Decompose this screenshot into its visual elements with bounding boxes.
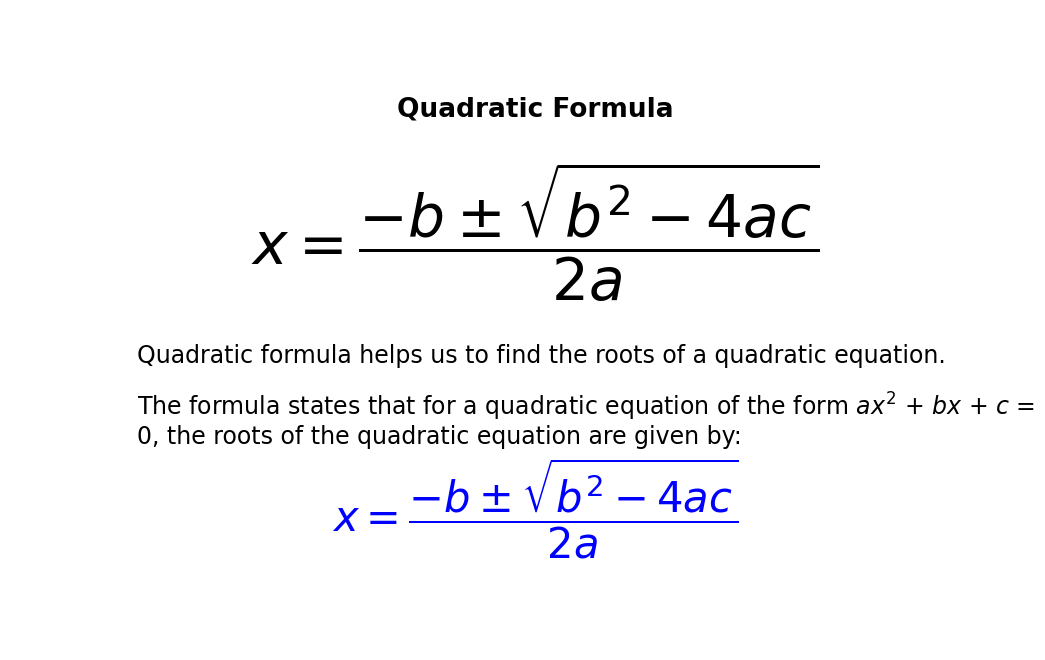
Text: $x = \dfrac{-b \pm \sqrt{b^2 - 4ac}}{2a}$: $x = \dfrac{-b \pm \sqrt{b^2 - 4ac}}{2a}… — [332, 456, 739, 561]
Text: Quadratic Formula: Quadratic Formula — [397, 97, 674, 123]
Text: Quadratic formula helps us to find the roots of a quadratic equation.: Quadratic formula helps us to find the r… — [137, 344, 946, 368]
Text: 0, the roots of the quadratic equation are given by:: 0, the roots of the quadratic equation a… — [137, 426, 742, 449]
Text: $x = \dfrac{-b \pm \sqrt{b^2 - 4ac}}{2a}$: $x = \dfrac{-b \pm \sqrt{b^2 - 4ac}}{2a}… — [251, 160, 820, 304]
Text: The formula states that for a quadratic equation of the form $ax^2$ + $bx$ + $c$: The formula states that for a quadratic … — [137, 391, 1036, 423]
